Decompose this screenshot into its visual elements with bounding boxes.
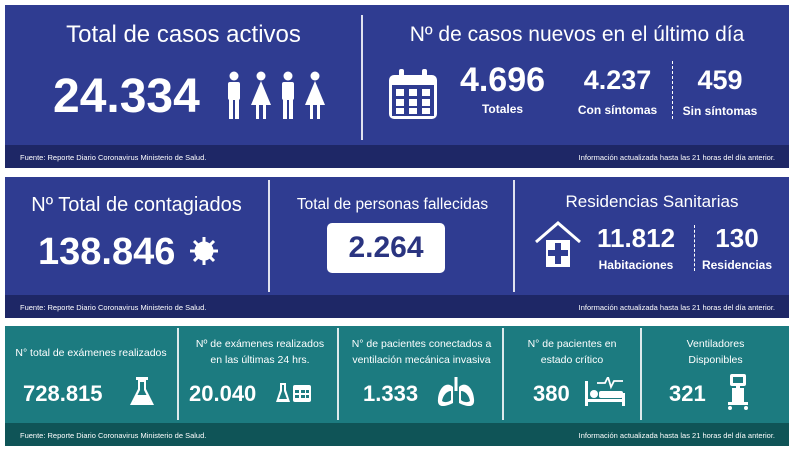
divider bbox=[640, 328, 642, 420]
deceased-value: 2.264 bbox=[348, 231, 424, 264]
flask-icon bbox=[130, 377, 154, 405]
residences-title: Residencias Sanitarias bbox=[565, 192, 739, 211]
rooms-label: Habitaciones bbox=[598, 258, 674, 272]
ventilator-icon bbox=[728, 374, 748, 410]
residences-value: 130 bbox=[715, 223, 759, 253]
source: Fuente: Reporte Diario Coronavirus Minis… bbox=[20, 303, 207, 312]
deceased-title: Total de personas fallecidas bbox=[296, 196, 489, 213]
residences-label: Residencias bbox=[701, 258, 773, 272]
calendar-icon bbox=[389, 69, 437, 119]
updated: Información actualizada hasta las 21 hor… bbox=[578, 153, 775, 162]
flask-calendar-icon bbox=[276, 383, 311, 402]
divider bbox=[337, 328, 339, 420]
with-symptoms-label: Con síntomas bbox=[577, 103, 658, 117]
active-value: 24.334 bbox=[53, 70, 200, 123]
total-label: Totales bbox=[481, 102, 524, 116]
active-title: Total de casos activos bbox=[66, 21, 301, 48]
divider bbox=[694, 225, 695, 271]
source: Fuente: Reporte Diario Coronavirus Minis… bbox=[20, 431, 207, 440]
people-icon bbox=[228, 71, 325, 119]
divider bbox=[502, 328, 504, 420]
critical-title-2: estado crítico bbox=[540, 354, 604, 366]
exams-24h-title-2: en las últimas 24 hrs. bbox=[210, 354, 310, 366]
rooms-value: 11.812 bbox=[596, 223, 676, 253]
infected-value: 138.846 bbox=[38, 231, 176, 273]
exams-title: N° total de exámenes realizados bbox=[15, 347, 167, 359]
house-icon bbox=[535, 221, 581, 267]
total-value: 4.696 bbox=[459, 61, 546, 99]
ventilated-title-2: ventilación mecánica invasiva bbox=[352, 354, 491, 366]
with-symptoms-value: 4.237 bbox=[583, 65, 652, 95]
without-symptoms-value: 459 bbox=[697, 65, 743, 95]
exams-value: 728.815 bbox=[23, 381, 103, 406]
divider bbox=[361, 15, 363, 140]
totals-panel: Nº Total de contagiados 138.846 Total de… bbox=[5, 177, 789, 318]
critical-value: 380 bbox=[533, 381, 570, 406]
divider bbox=[513, 180, 515, 292]
critical-title-1: N° de pacientes en bbox=[527, 338, 617, 350]
exams-24h-title-1: Nº de exámenes realizados bbox=[195, 338, 325, 350]
exams-panel: N° total de exámenes realizados 728.815 … bbox=[5, 326, 789, 446]
without-symptoms-label: Sin síntomas bbox=[682, 104, 758, 118]
new-cases-title: Nº de casos nuevos en el último día bbox=[409, 23, 745, 46]
ventilated-value: 1.333 bbox=[363, 381, 419, 406]
ventilators-title-1: Ventiladores bbox=[686, 338, 745, 350]
ventilators-value: 321 bbox=[669, 381, 706, 406]
divider bbox=[177, 328, 179, 420]
updated: Información actualizada hasta las 21 hor… bbox=[578, 303, 775, 312]
ventilated-title-1: N° de pacientes conectados a bbox=[351, 338, 492, 350]
footer: Fuente: Reporte Diario Coronavirus Minis… bbox=[5, 295, 789, 318]
infected-title: Nº Total de contagiados bbox=[31, 194, 242, 216]
deceased-box: 2.264 bbox=[327, 223, 445, 273]
ventilators-title-2: Disponibles bbox=[688, 354, 743, 366]
footer: Fuente: Reporte Diario Coronavirus Minis… bbox=[5, 145, 789, 168]
source: Fuente: Reporte Diario Coronavirus Minis… bbox=[20, 153, 207, 162]
virus-icon bbox=[190, 237, 218, 265]
bed-icon bbox=[585, 377, 625, 406]
divider bbox=[268, 180, 270, 292]
active-cases-panel: Total de casos activos 24.334 Nº de caso… bbox=[5, 5, 789, 168]
lungs-icon bbox=[437, 377, 475, 407]
updated: Información actualizada hasta las 21 hor… bbox=[578, 431, 775, 440]
exams-24h-value: 20.040 bbox=[189, 381, 257, 406]
footer: Fuente: Reporte Diario Coronavirus Minis… bbox=[5, 423, 789, 446]
divider bbox=[672, 61, 673, 119]
